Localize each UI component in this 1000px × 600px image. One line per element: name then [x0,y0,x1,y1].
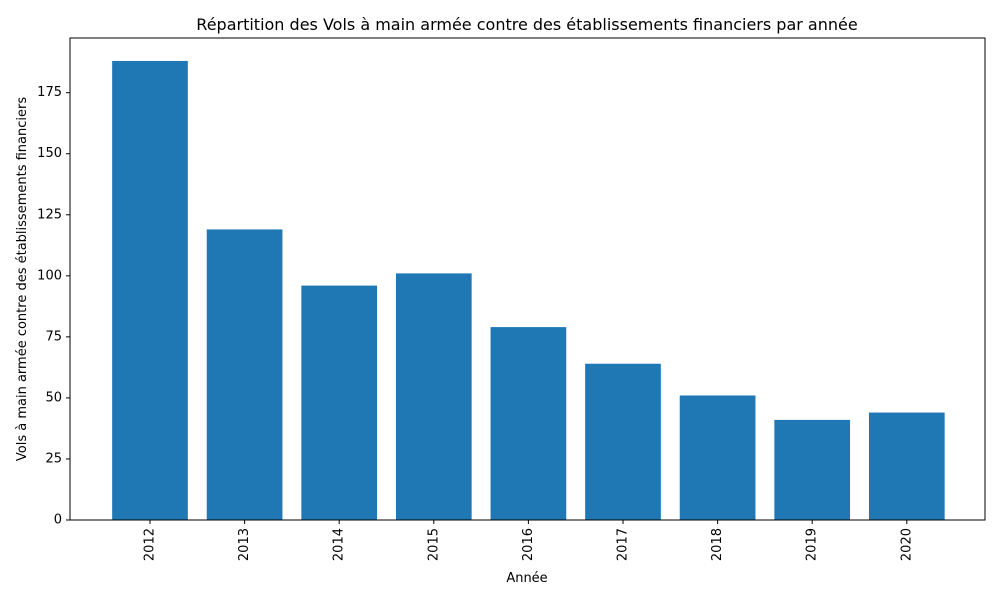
y-axis-label: Vols à main armée contre des établisseme… [15,97,30,461]
x-tick-label: 2015 [426,528,441,561]
plot-area-frame [69,37,986,521]
x-tick-label: 2012 [143,528,158,561]
bar-2018 [679,395,756,520]
bar-2016 [490,327,567,520]
x-tick-label: 2017 [616,528,631,561]
y-tick-label: 150 [37,146,62,161]
x-axis-label: Année [506,571,547,586]
bar-2017 [585,363,661,520]
x-tick-label: 2014 [332,528,347,561]
bar-2014 [301,285,378,520]
chart-title: Répartition des Vols à main armée contre… [196,15,857,34]
bar-series [112,60,945,520]
x-tick-label: 2019 [805,528,820,561]
y-tick-label: 0 [54,513,62,528]
y-tick-label: 125 [37,207,62,222]
y-tick-label: 100 [37,268,62,283]
x-axis-ticks: 2012 2013 2014 2015 2016 2017 2018 2019 2020 [143,520,914,561]
x-tick-label: 2013 [237,528,252,561]
y-axis-ticks: 0 25 50 75 100 125 150 175 [37,85,70,528]
x-tick-label: 2018 [710,528,725,561]
x-tick-label: 2020 [899,528,914,561]
bar-2015 [395,273,472,520]
y-tick-label: 25 [45,451,62,466]
x-tick-label: 2016 [521,528,536,561]
y-tick-label: 50 [45,390,62,405]
y-tick-label: 75 [45,329,62,344]
bar-2012 [112,60,188,520]
bar-2020 [868,412,945,520]
bar-2013 [206,229,283,520]
y-tick-label: 175 [37,85,62,100]
bar-2019 [774,419,851,520]
